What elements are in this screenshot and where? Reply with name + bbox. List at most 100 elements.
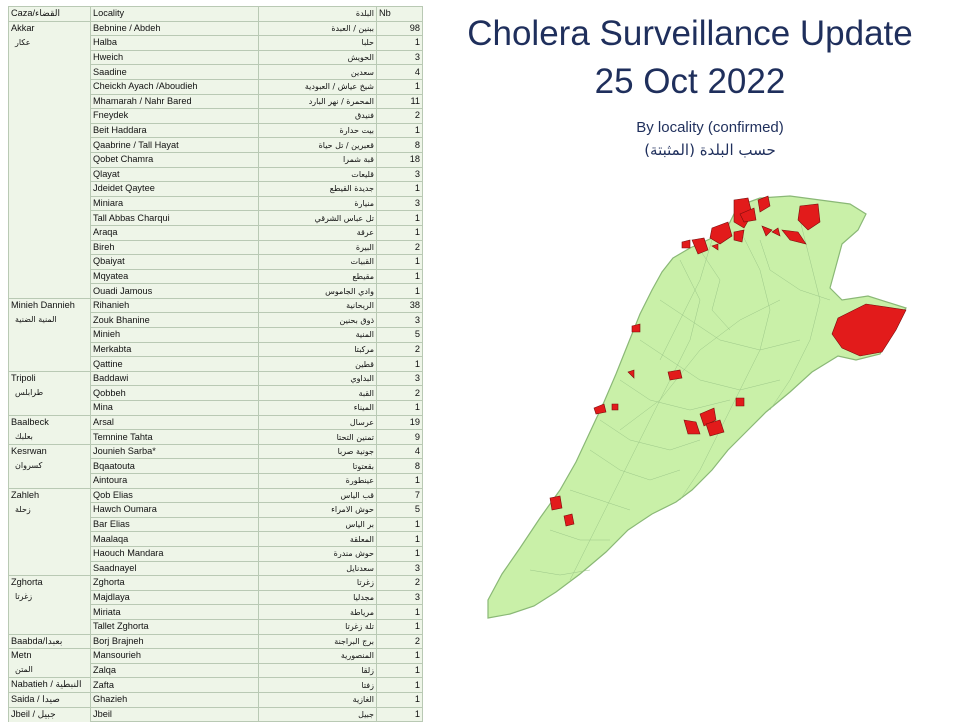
locality-cell: Qattine — [90, 356, 259, 372]
locality-cell: Saadine — [90, 64, 259, 80]
table-row: زحلة Hawch Oumara حوش الامراء 5 — [8, 502, 423, 518]
table-row: Zghorta Zghorta زغرتا 2 — [8, 575, 423, 591]
table-row: Saadnayel سعدنايل 3 — [8, 560, 423, 577]
caza-cell — [8, 50, 91, 65]
count-cell: 1 — [376, 122, 423, 139]
locality-cell: Jbeil — [90, 706, 259, 722]
case-area-baalbeck — [735, 397, 745, 407]
locality-ar-cell: الميناء — [258, 400, 377, 416]
caza-name: Nabatieh / النبطية — [11, 679, 82, 690]
table-row: Fneydek فنيدق 2 — [8, 108, 423, 124]
table-row: Qattine قطين 1 — [8, 356, 423, 372]
table-row: المنية الضنية Zouk Bhanine ذوق بحنين 3 — [8, 312, 423, 329]
caza-name: Tripoli — [11, 372, 36, 383]
caza-cell — [8, 561, 91, 576]
caza-cell — [8, 517, 91, 532]
count-cell: 4 — [376, 443, 423, 460]
count-cell: 1 — [376, 648, 423, 664]
locality-cell: Minieh — [90, 327, 259, 343]
table-row: Haouch Mandara حوش مندرة 1 — [8, 545, 423, 562]
locality-ar-cell: المعلقة — [258, 531, 377, 547]
table-row: Saida / صيدا Ghazieh الغازية 1 — [8, 691, 423, 708]
caza-cell — [8, 356, 91, 372]
locality-ar-cell: الريحانية — [258, 297, 377, 314]
locality-ar-cell: وادي الجاموس — [258, 283, 377, 299]
header-nb: Nb — [376, 6, 423, 22]
table-row: Bireh البيرة 2 — [8, 239, 423, 256]
locality-ar-cell: سعدين — [258, 64, 377, 80]
caza-name: Baabda/بعبدا — [11, 635, 63, 646]
locality-cell: Ghazieh — [90, 691, 259, 708]
locality-ar-cell: الغازية — [258, 691, 377, 708]
count-cell: 1 — [376, 210, 423, 226]
locality-ar-cell: شيخ عياش / العبودية — [258, 78, 377, 95]
caza-cell — [8, 167, 91, 182]
locality-cell: Aintoura — [90, 473, 259, 489]
table-row: Tall Abbas Charqui تل عباس الشرقي 1 — [8, 210, 423, 226]
caza-cell: زحلة — [8, 502, 91, 518]
district-boundary — [619, 379, 731, 411]
locality-ar-cell: قعبرين / تل حياة — [258, 137, 377, 153]
table-row: Merkabta مركبتا 2 — [8, 341, 423, 358]
count-cell: 1 — [376, 254, 423, 270]
locality-ar-cell: قب الياس — [258, 487, 377, 504]
locality-cell: Cheickh Ayach /Aboudieh — [90, 78, 259, 95]
locality-cell: Baddawi — [90, 370, 259, 387]
caza-cell: طرابلس — [8, 385, 91, 401]
locality-ar-cell: تل عباس الشرقي — [258, 210, 377, 226]
locality-cell: Temnine Tahta — [90, 429, 259, 445]
locality-ar-cell: فنيدق — [258, 108, 377, 124]
count-cell: 1 — [376, 224, 423, 241]
caza-cell: Nabatieh / النبطية — [8, 677, 91, 693]
caza-cell — [8, 546, 91, 562]
locality-ar-cell: ذوق بحنين — [258, 312, 377, 329]
locality-cell: Qobbeh — [90, 385, 259, 402]
locality-cell: Mhamarah / Nahr Bared — [90, 93, 259, 110]
map-subtitle: By locality (confirmed) — [636, 119, 784, 136]
count-cell: 1 — [376, 677, 423, 693]
case-area-zahleh-3 — [705, 419, 725, 437]
locality-ar-cell: حلبا — [258, 35, 377, 51]
caza-name-ar: زغرتا — [15, 592, 33, 602]
caza-name-ar: زحلة — [15, 504, 31, 514]
case-area-minieh-1 — [691, 237, 709, 255]
district-boundary — [769, 219, 821, 411]
caza-cell: Baabda/بعبدا — [8, 633, 91, 649]
locality-cell: Qlayat — [90, 166, 259, 183]
table-row: Mina الميناء 1 — [8, 400, 423, 416]
lebanon-map — [487, 195, 907, 619]
table-row: Aintoura عينطورة 1 — [8, 473, 423, 489]
table-row: Cheickh Ayach /Aboudieh شيخ عياش / العبود… — [8, 78, 423, 95]
count-cell: 2 — [376, 385, 423, 402]
count-cell: 4 — [376, 64, 423, 80]
locality-ar-cell: القبيات — [258, 254, 377, 270]
locality-cell: Mina — [90, 400, 259, 416]
caza-name-ar: المنية الضنية — [15, 314, 57, 324]
case-area-minieh-3 — [711, 243, 719, 251]
locality-ar-cell: المحمرة / نهر البارد — [258, 93, 377, 110]
count-cell: 1 — [376, 662, 423, 679]
count-cell: 2 — [376, 108, 423, 124]
locality-ar-cell: منيارة — [258, 195, 377, 212]
table-body: Caza/القضاء Locality البلدة Nb Akkar Bebn… — [8, 6, 423, 722]
caza-cell: Saida / صيدا — [8, 691, 91, 707]
count-cell: 3 — [376, 312, 423, 329]
caza-cell — [8, 342, 91, 357]
district-boundary — [599, 419, 701, 451]
case-area-akkar-2 — [739, 207, 757, 223]
table-row: Araqa عرقة 1 — [8, 224, 423, 241]
case-area-akkar-4 — [781, 229, 807, 245]
count-cell: 3 — [376, 589, 423, 606]
locality-ar-cell: مجدليا — [258, 589, 377, 606]
locality-ar-cell: زلقا — [258, 662, 377, 679]
caza-cell — [8, 225, 91, 240]
locality-cell: Miriata — [90, 604, 259, 620]
locality-cell: Qobet Chamra — [90, 151, 259, 168]
locality-cell: Ouadi Jamous — [90, 283, 259, 299]
locality-ar-cell: بقعتوتا — [258, 458, 377, 474]
caza-cell — [8, 604, 91, 620]
count-cell: 9 — [376, 429, 423, 445]
caza-cell: كسروان — [8, 458, 91, 474]
case-area-akkar-3 — [761, 225, 773, 237]
locality-cell: Majdlaya — [90, 589, 259, 606]
